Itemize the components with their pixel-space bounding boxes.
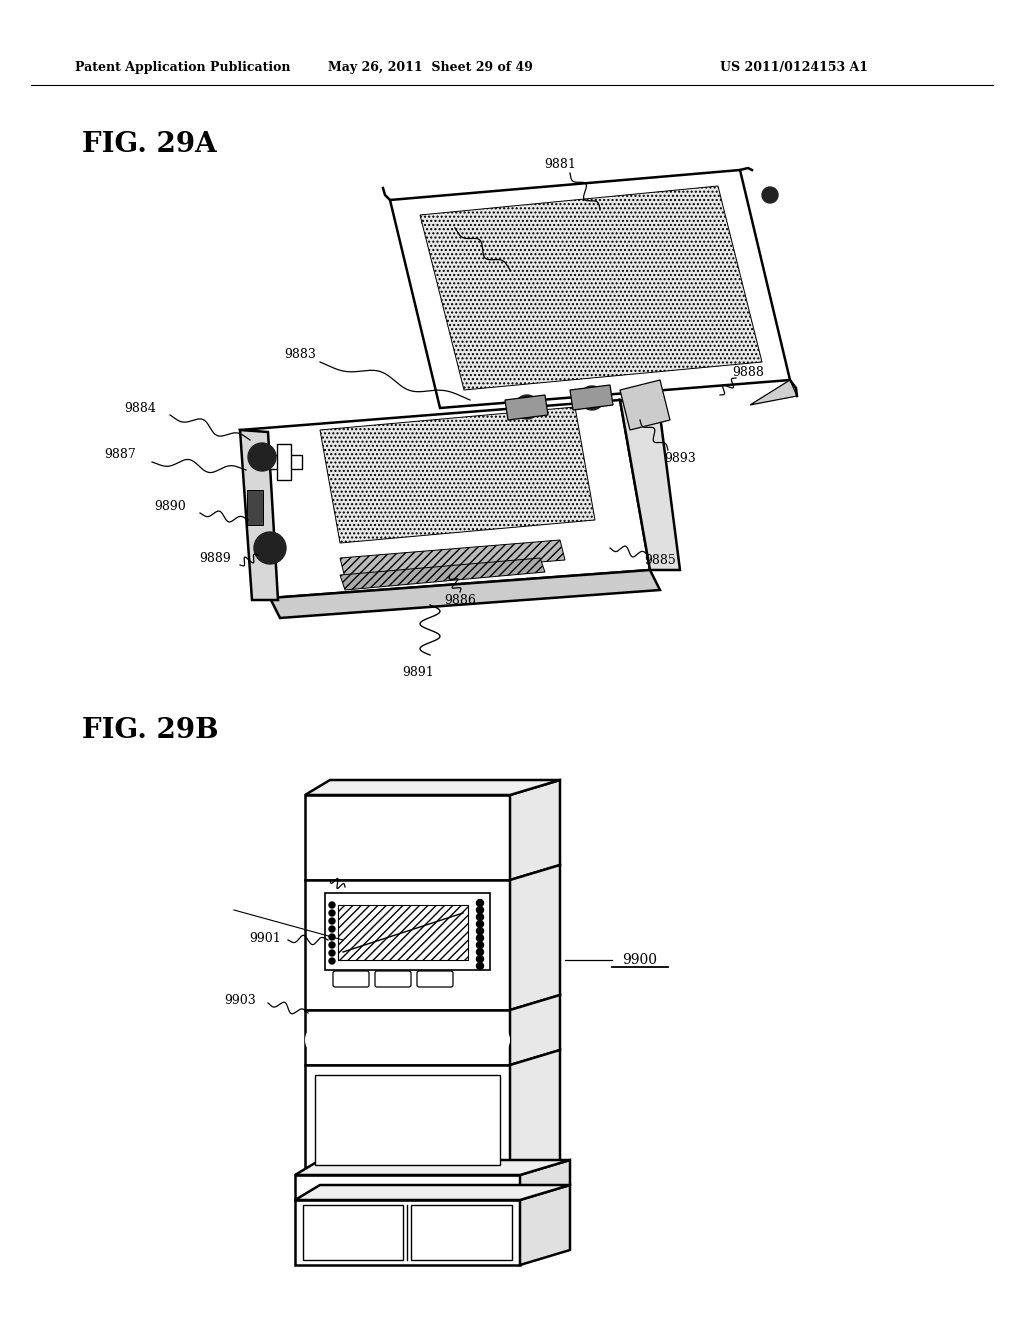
Circle shape [762, 187, 778, 203]
Circle shape [476, 913, 483, 920]
Circle shape [409, 1036, 421, 1048]
Polygon shape [510, 780, 560, 880]
Polygon shape [295, 1185, 570, 1200]
Polygon shape [620, 400, 680, 570]
Text: 9893: 9893 [665, 451, 696, 465]
Text: 9889: 9889 [199, 552, 230, 565]
Text: 9882: 9882 [419, 214, 451, 227]
Polygon shape [620, 380, 670, 430]
Polygon shape [319, 407, 595, 543]
Polygon shape [295, 1200, 520, 1265]
Circle shape [349, 1036, 361, 1048]
Circle shape [515, 395, 539, 418]
Polygon shape [315, 1074, 500, 1166]
Circle shape [476, 941, 483, 949]
Circle shape [329, 950, 335, 956]
Polygon shape [325, 894, 490, 970]
Polygon shape [411, 1205, 512, 1261]
Circle shape [476, 949, 483, 956]
Polygon shape [420, 186, 762, 389]
Text: 9891: 9891 [402, 665, 434, 678]
Circle shape [476, 920, 483, 928]
Polygon shape [520, 1160, 570, 1200]
Polygon shape [305, 780, 560, 795]
Circle shape [589, 521, 611, 543]
Polygon shape [520, 1185, 570, 1265]
Text: Patent Application Publication: Patent Application Publication [75, 62, 291, 74]
FancyBboxPatch shape [417, 972, 453, 987]
FancyBboxPatch shape [375, 972, 411, 987]
Text: 9885: 9885 [644, 553, 676, 566]
Circle shape [476, 928, 483, 935]
Polygon shape [303, 1205, 403, 1261]
Polygon shape [338, 906, 468, 960]
Text: 9903: 9903 [224, 994, 256, 1006]
Polygon shape [505, 395, 548, 420]
FancyBboxPatch shape [247, 490, 263, 525]
Polygon shape [340, 558, 545, 590]
Text: 9883: 9883 [284, 348, 316, 362]
Circle shape [329, 958, 335, 964]
Circle shape [344, 1016, 356, 1028]
Circle shape [329, 902, 335, 908]
Circle shape [329, 935, 335, 940]
Text: FIG. 29A: FIG. 29A [82, 132, 217, 158]
Polygon shape [240, 430, 278, 601]
Circle shape [561, 524, 583, 546]
Text: May 26, 2011  Sheet 29 of 49: May 26, 2011 Sheet 29 of 49 [328, 62, 532, 74]
Circle shape [476, 956, 483, 962]
Circle shape [329, 917, 335, 924]
Polygon shape [305, 795, 510, 880]
Text: 9881: 9881 [544, 158, 575, 172]
Polygon shape [305, 880, 510, 1010]
FancyBboxPatch shape [266, 455, 302, 469]
Circle shape [248, 444, 276, 471]
Text: 9884: 9884 [124, 401, 156, 414]
Circle shape [476, 899, 483, 907]
Polygon shape [340, 540, 565, 578]
Circle shape [404, 1016, 416, 1028]
Circle shape [476, 907, 483, 913]
Polygon shape [240, 400, 650, 598]
FancyBboxPatch shape [333, 972, 369, 987]
Text: FIG. 29B: FIG. 29B [82, 717, 218, 743]
Circle shape [374, 1016, 386, 1028]
Circle shape [481, 1026, 509, 1053]
Circle shape [254, 532, 286, 564]
Text: US 2011/0124153 A1: US 2011/0124153 A1 [720, 62, 868, 74]
Circle shape [379, 1036, 391, 1048]
Circle shape [580, 385, 604, 411]
Text: 9888: 9888 [732, 366, 764, 379]
Polygon shape [270, 570, 660, 618]
Text: 9901: 9901 [249, 932, 281, 945]
Circle shape [329, 909, 335, 916]
Polygon shape [305, 1010, 510, 1065]
Polygon shape [295, 1160, 570, 1175]
Circle shape [329, 942, 335, 948]
Circle shape [434, 1016, 446, 1028]
Polygon shape [750, 380, 797, 405]
Text: 9890: 9890 [155, 499, 186, 512]
Polygon shape [570, 385, 613, 411]
Polygon shape [510, 1049, 560, 1175]
Polygon shape [510, 865, 560, 1010]
Text: 9900: 9900 [623, 953, 657, 968]
Circle shape [306, 1026, 334, 1053]
Polygon shape [510, 995, 560, 1065]
Text: 9886: 9886 [444, 594, 476, 606]
Circle shape [476, 962, 483, 969]
Circle shape [329, 927, 335, 932]
Text: 9887: 9887 [104, 449, 136, 462]
Polygon shape [390, 170, 790, 408]
Circle shape [476, 935, 483, 941]
FancyBboxPatch shape [278, 444, 291, 480]
Polygon shape [305, 1065, 510, 1175]
Polygon shape [295, 1175, 520, 1200]
